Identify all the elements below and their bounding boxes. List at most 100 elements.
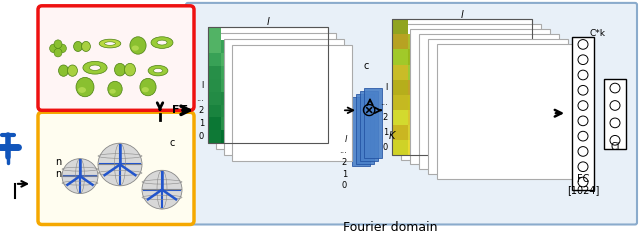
Bar (261, 105, 275, 118)
Bar (288, 105, 301, 118)
Text: FT: FT (172, 105, 188, 115)
Bar (208, 118, 221, 130)
Ellipse shape (54, 40, 62, 48)
Bar (454, 110, 470, 125)
Bar (485, 125, 501, 140)
Bar (221, 92, 235, 105)
Bar (288, 130, 301, 143)
Ellipse shape (62, 159, 98, 194)
Circle shape (610, 135, 620, 145)
Ellipse shape (58, 65, 68, 76)
Bar (392, 19, 408, 34)
Bar (392, 80, 408, 95)
Bar (235, 130, 248, 143)
Text: 1: 1 (383, 128, 388, 137)
Bar (438, 95, 454, 110)
Bar (208, 66, 221, 79)
Bar (261, 118, 275, 130)
Circle shape (578, 116, 588, 126)
Bar (392, 65, 408, 80)
Bar (438, 65, 454, 80)
Text: Fourier domain: Fourier domain (343, 221, 437, 234)
Ellipse shape (130, 37, 146, 54)
Bar (423, 65, 438, 80)
Circle shape (578, 70, 588, 80)
Bar (401, 24, 541, 160)
Bar (248, 118, 261, 130)
Text: C*k: C*k (589, 29, 605, 38)
Ellipse shape (109, 89, 116, 94)
Bar (248, 79, 261, 92)
Bar (235, 66, 248, 79)
Ellipse shape (157, 40, 167, 45)
Bar (423, 110, 438, 125)
Ellipse shape (68, 65, 77, 76)
Bar (408, 34, 423, 49)
Bar (232, 44, 352, 161)
Bar (248, 130, 261, 143)
Bar (454, 95, 470, 110)
Circle shape (578, 55, 588, 65)
Bar (261, 79, 275, 92)
Bar (408, 110, 423, 125)
Text: Cl: Cl (611, 142, 620, 152)
Bar (392, 110, 408, 125)
Text: K: K (389, 131, 396, 141)
Text: ...: ... (380, 98, 388, 107)
Bar (516, 140, 532, 155)
Circle shape (578, 177, 588, 187)
Bar (224, 39, 344, 155)
Text: FC
[1024]: FC [1024] (567, 174, 599, 196)
Bar (208, 27, 328, 143)
Ellipse shape (108, 81, 122, 97)
Ellipse shape (54, 48, 62, 57)
Bar (454, 80, 470, 95)
Bar (221, 40, 235, 53)
Bar (438, 110, 454, 125)
Text: 2: 2 (383, 113, 388, 122)
Text: l: l (461, 10, 463, 20)
Ellipse shape (141, 87, 149, 92)
Text: n: n (55, 169, 61, 179)
Bar (301, 118, 315, 130)
Bar (392, 125, 408, 140)
Bar (485, 110, 501, 125)
Bar (364, 88, 382, 158)
Bar (438, 80, 454, 95)
Text: $\otimes$: $\otimes$ (360, 101, 376, 120)
Bar (356, 94, 374, 164)
Bar (221, 105, 235, 118)
Bar (352, 97, 370, 166)
Bar (438, 125, 454, 140)
Ellipse shape (132, 46, 139, 51)
Bar (485, 140, 501, 155)
Bar (275, 130, 288, 143)
Bar (261, 130, 275, 143)
Bar (392, 19, 532, 155)
Bar (423, 140, 438, 155)
Circle shape (578, 162, 588, 172)
FancyBboxPatch shape (186, 3, 637, 224)
Text: 0: 0 (342, 181, 347, 190)
Bar (235, 53, 248, 66)
Bar (408, 49, 423, 65)
FancyBboxPatch shape (38, 6, 194, 110)
Bar (208, 92, 221, 105)
Circle shape (578, 39, 588, 49)
Text: 0: 0 (199, 132, 204, 141)
Text: l: l (344, 135, 347, 144)
Text: 1: 1 (199, 119, 204, 128)
Bar (208, 53, 221, 66)
Text: n: n (55, 157, 61, 167)
Bar (408, 125, 423, 140)
Bar (470, 140, 485, 155)
Circle shape (610, 101, 620, 110)
Bar (275, 53, 288, 66)
Ellipse shape (74, 41, 83, 51)
Bar (454, 125, 470, 140)
Bar (438, 65, 454, 80)
Bar (470, 110, 485, 125)
Bar (208, 27, 328, 143)
Bar (360, 91, 378, 161)
Bar (235, 92, 248, 105)
